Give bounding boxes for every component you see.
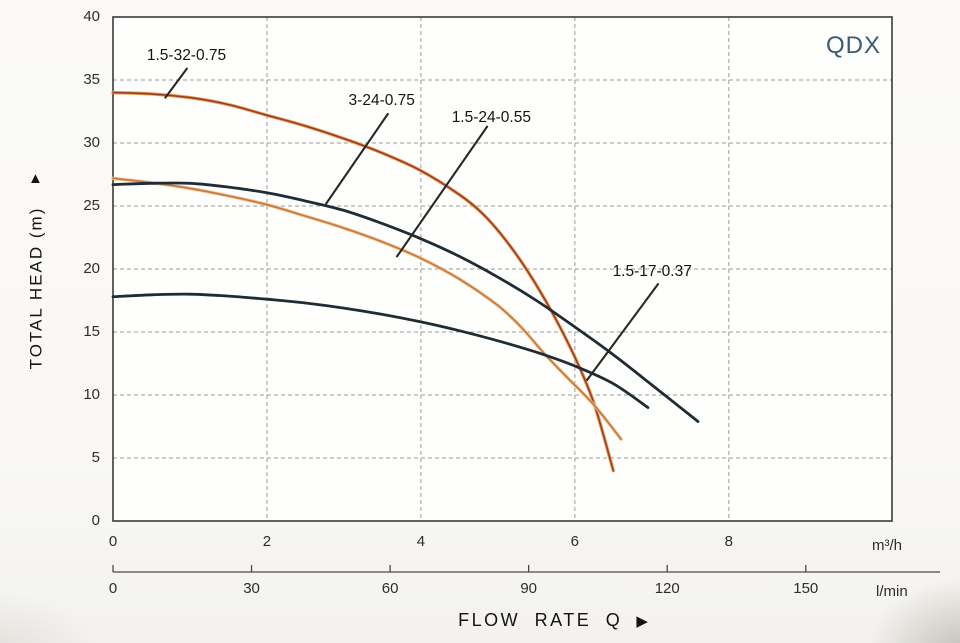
x-axis-title-text: FLOW RATE Q	[458, 610, 623, 630]
x-tick-label-m3h: 2	[262, 533, 272, 550]
y-axis-title: TOTAL HEAD (m)	[26, 206, 46, 370]
x-tick-label-m3h: 4	[416, 533, 426, 550]
curve-label: 1.5-32-0.75	[146, 47, 227, 65]
y-tick-label: 15	[83, 323, 100, 340]
x-tick-label-lmin: 30	[243, 580, 260, 597]
x-tick-label-lmin: 150	[793, 580, 819, 597]
brand-label: QDX	[826, 32, 882, 59]
y-axis-up-arrow-icon: ▲	[28, 170, 43, 187]
curve-label: 1.5-24-0.55	[451, 108, 531, 126]
x-tick-label-lmin: 90	[520, 580, 537, 597]
leader-line	[586, 283, 660, 381]
x-tick-label-m3h: 6	[570, 533, 580, 550]
x-tick-label-lmin: 0	[108, 580, 118, 597]
leader-line	[325, 112, 389, 205]
plot-border	[112, 16, 893, 522]
y-tick-label: 30	[83, 134, 100, 151]
curve-1-5-32-0-75	[112, 91, 615, 472]
curve-1-5-17-0-37	[111, 292, 650, 409]
y-tick-label: 40	[83, 8, 100, 25]
x-tick-label-lmin: 120	[654, 580, 680, 597]
x-axis-right-arrow-icon: ▶	[636, 613, 648, 630]
plot-area	[113, 17, 892, 521]
curve-label: 1.5-17-0.37	[612, 262, 692, 280]
curve-3-24-0-75	[111, 181, 700, 423]
leader-line	[395, 125, 489, 258]
y-tick-label: 20	[83, 260, 100, 277]
y-tick-label: 35	[83, 71, 100, 88]
y-tick-label: 25	[83, 197, 100, 214]
y-tick-label: 0	[91, 512, 100, 529]
y-tick-label: 10	[83, 386, 100, 403]
leader-line	[164, 67, 188, 99]
y-tick-label: 5	[91, 449, 100, 466]
x-tick-label-m3h: 0	[108, 533, 118, 550]
x-axis-secondary-unit: l/min	[876, 583, 908, 600]
curve-label: 3-24-0.75	[348, 92, 415, 110]
x-tick-label-lmin: 60	[381, 580, 399, 597]
x-tick-label-m3h: 8	[724, 533, 733, 550]
x-axis-title: FLOW RATE Q ▶	[373, 610, 733, 631]
x-axis-primary-unit: m³/h	[872, 537, 902, 554]
